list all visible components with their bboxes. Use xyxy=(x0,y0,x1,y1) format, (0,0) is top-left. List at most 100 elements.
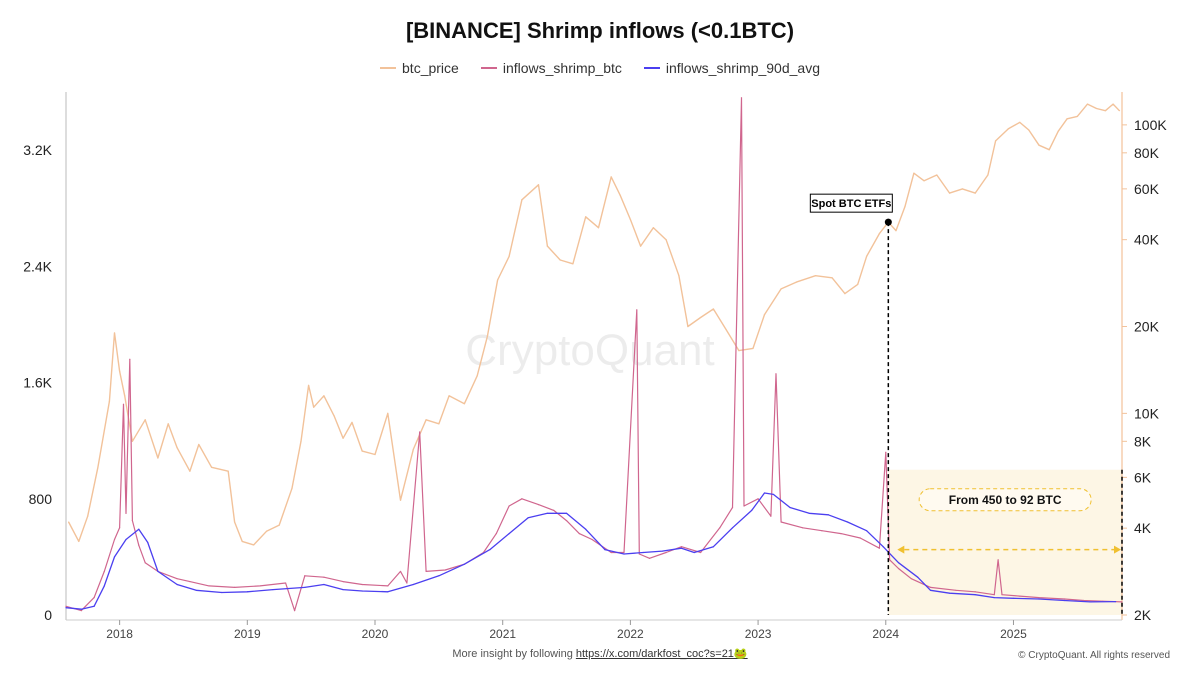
data-point-inflows-shrimp-btc xyxy=(910,578,912,580)
data-point-inflows-shrimp-btc xyxy=(591,538,593,541)
data-point-btc-price xyxy=(508,255,510,258)
data-point-inflows-shrimp-90d-avg xyxy=(195,589,197,591)
legend-swatch-inflows-shrimp-btc xyxy=(480,67,497,69)
legend-label-btc-price: btc_price xyxy=(402,60,459,76)
x-tick-label: 2021 xyxy=(489,627,516,641)
data-point-btc-price xyxy=(994,140,997,142)
data-point-btc-price xyxy=(936,174,938,176)
data-point-inflows-shrimp-btc xyxy=(425,570,427,573)
footer-prefix: More insight by following xyxy=(452,648,573,660)
data-point-inflows-shrimp-btc xyxy=(638,553,640,555)
data-point-inflows-shrimp-btc xyxy=(125,512,127,514)
data-point-inflows-shrimp-90d-avg xyxy=(882,546,884,548)
data-point-btc-price xyxy=(496,279,499,281)
data-point-btc-price xyxy=(67,521,70,523)
data-point-btc-price xyxy=(725,329,727,331)
data-point-btc-price xyxy=(167,423,169,425)
data-point-btc-price xyxy=(189,470,191,472)
right-tick-label: 10K xyxy=(1134,405,1160,421)
data-point-inflows-shrimp-btc xyxy=(731,506,734,509)
data-point-btc-price xyxy=(333,415,335,417)
right-tick-label: 2K xyxy=(1134,607,1152,623)
data-point-inflows-shrimp-btc xyxy=(285,582,287,584)
data-point-inflows-shrimp-btc xyxy=(665,551,667,554)
data-point-inflows-shrimp-90d-avg xyxy=(731,527,734,529)
right-tick-label: 40K xyxy=(1134,232,1160,248)
data-point-btc-price xyxy=(124,395,126,397)
range-label-box xyxy=(918,488,1092,512)
data-point-inflows-shrimp-90d-avg xyxy=(138,528,140,530)
data-point-inflows-shrimp-90d-avg xyxy=(827,514,829,516)
footer-link[interactable]: https://x.com/darkfost_coc?s=21🐸 xyxy=(575,648,748,660)
data-point-inflows-shrimp-90d-avg xyxy=(974,594,976,596)
legend-item-inflows-shrimp-btc[interactable]: inflows_shrimp_btc xyxy=(480,60,622,76)
data-point-inflows-shrimp-btc xyxy=(770,515,772,517)
data-point-inflows-shrimp-btc xyxy=(537,503,540,506)
data-point-btc-price xyxy=(752,347,754,349)
data-point-btc-price xyxy=(700,316,702,319)
legend-swatch-inflows-shrimp-90d-avg xyxy=(643,67,660,69)
data-point-btc-price xyxy=(763,313,766,316)
data-point-btc-price xyxy=(780,288,782,290)
data-point-btc-price xyxy=(521,199,523,201)
data-point-btc-price xyxy=(1104,110,1107,112)
data-point-inflows-shrimp-btc xyxy=(419,431,421,433)
data-point-inflows-shrimp-btc xyxy=(323,576,325,578)
data-point-btc-price xyxy=(399,499,402,501)
data-point-btc-price xyxy=(1038,144,1040,146)
data-point-inflows-shrimp-90d-avg xyxy=(342,588,344,591)
data-point-inflows-shrimp-90d-avg xyxy=(387,591,389,593)
data-point-inflows-shrimp-90d-avg xyxy=(642,551,644,554)
data-point-inflows-shrimp-90d-avg xyxy=(763,492,766,494)
data-point-btc-price xyxy=(448,395,450,397)
data-point-btc-price xyxy=(291,487,293,489)
data-point-btc-price xyxy=(572,263,574,265)
data-point-btc-price xyxy=(438,423,440,425)
data-point-btc-price xyxy=(1118,110,1121,112)
data-point-btc-price xyxy=(738,350,740,352)
data-point-inflows-shrimp-90d-avg xyxy=(917,576,919,578)
data-point-btc-price xyxy=(831,277,833,279)
data-point-inflows-shrimp-90d-avg xyxy=(527,517,529,519)
legend-label-inflows-shrimp-90d-avg: inflows_shrimp_90d_avg xyxy=(665,60,820,76)
series-line-inflows-shrimp-90d-avg xyxy=(65,492,1116,610)
data-point-btc-price xyxy=(610,176,612,178)
data-point-inflows-shrimp-90d-avg xyxy=(897,562,900,564)
data-point-inflows-shrimp-btc xyxy=(993,594,995,596)
data-point-btc-price xyxy=(412,448,414,451)
data-point-inflows-shrimp-btc xyxy=(387,585,389,587)
data-point-inflows-shrimp-90d-avg xyxy=(546,512,548,514)
data-point-inflows-shrimp-90d-avg xyxy=(272,588,274,591)
data-point-inflows-shrimp-90d-avg xyxy=(323,583,325,586)
legend-item-inflows-shrimp-90d-avg[interactable]: inflows_shrimp_90d_avg xyxy=(643,60,820,76)
data-point-btc-price xyxy=(144,419,146,421)
data-point-inflows-shrimp-90d-avg xyxy=(1012,597,1015,599)
data-point-inflows-shrimp-90d-avg xyxy=(949,592,951,594)
data-point-inflows-shrimp-btc xyxy=(623,551,625,554)
data-point-inflows-shrimp-btc xyxy=(565,519,568,522)
watermark: CryptoQuant xyxy=(465,326,714,375)
right-tick-label: 6K xyxy=(1134,469,1152,485)
data-point-btc-price xyxy=(323,395,325,397)
data-point-btc-price xyxy=(1028,129,1030,131)
data-point-inflows-shrimp-btc xyxy=(113,538,116,541)
legend-item-btc-price[interactable]: btc_price xyxy=(380,60,459,76)
right-tick-label: 60K xyxy=(1134,181,1160,197)
data-point-inflows-shrimp-btc xyxy=(521,498,523,500)
data-point-inflows-shrimp-btc xyxy=(399,570,402,573)
etf-label-box xyxy=(809,193,893,213)
left-tick-label: 3.2K xyxy=(23,142,52,158)
data-point-btc-price xyxy=(1007,128,1009,130)
data-point-inflows-shrimp-btc xyxy=(889,559,891,561)
data-point-inflows-shrimp-90d-avg xyxy=(1089,601,1091,603)
data-point-btc-price xyxy=(923,180,925,182)
data-point-inflows-shrimp-90d-avg xyxy=(176,583,178,586)
copyright: © CryptoQuant. All rights reserved xyxy=(1018,650,1170,661)
data-point-btc-price xyxy=(559,259,561,261)
data-point-inflows-shrimp-90d-avg xyxy=(361,590,363,592)
x-tick-label: 2023 xyxy=(745,627,772,641)
data-point-inflows-shrimp-btc xyxy=(780,521,782,523)
data-point-btc-price xyxy=(974,192,976,194)
etf-marker xyxy=(884,218,892,226)
